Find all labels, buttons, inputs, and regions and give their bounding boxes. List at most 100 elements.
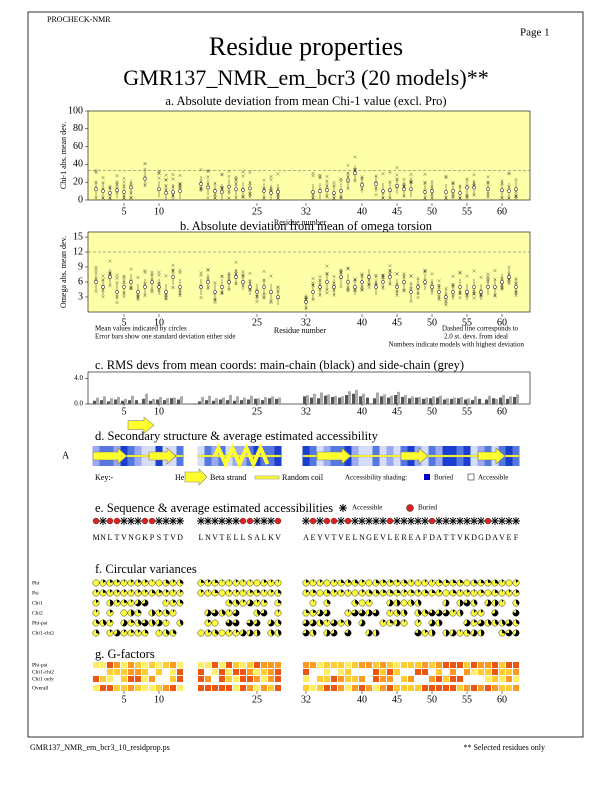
accessible-marker xyxy=(204,517,212,525)
gfactor-cell xyxy=(247,676,253,682)
model-cross xyxy=(241,174,245,178)
variance-wedge xyxy=(117,599,120,603)
residue-letter: F xyxy=(423,533,428,542)
model-cross xyxy=(360,288,364,292)
variance-wedge xyxy=(351,609,359,617)
residue-letter: G xyxy=(366,533,372,542)
rms-bar xyxy=(464,399,467,404)
rms-bar xyxy=(268,398,271,404)
variance-wedge xyxy=(131,599,133,603)
rms-bar xyxy=(362,393,365,404)
gfactor-cell xyxy=(513,669,519,675)
page-number: Page 1 xyxy=(520,27,550,39)
mean-marker xyxy=(206,280,210,284)
variance-wedge xyxy=(152,589,156,594)
x-tick-label: 40 xyxy=(357,406,367,417)
gfactor-cell xyxy=(401,676,407,682)
gfactor-cell xyxy=(324,669,330,675)
variance-wedge xyxy=(348,619,352,626)
y-tick-label: 9 xyxy=(78,261,83,272)
x-axis-label: Residue number xyxy=(274,326,327,335)
gfactor-cell xyxy=(387,669,393,675)
mean-marker xyxy=(220,285,224,289)
model-cross xyxy=(122,274,126,278)
variance-wedge xyxy=(467,629,471,635)
residue-letter: N xyxy=(128,533,134,542)
variance-wedge xyxy=(369,589,373,594)
variance-wedge xyxy=(453,589,457,594)
model-cross xyxy=(199,273,203,277)
key-buried: Buried xyxy=(418,504,438,512)
model-cross xyxy=(332,274,336,279)
x-tick-label: 5 xyxy=(122,406,127,417)
residue-letter: S xyxy=(248,533,252,542)
model-cross xyxy=(248,271,252,275)
variance-wedge xyxy=(131,609,135,617)
variance-wedge xyxy=(236,589,239,593)
rms-bar xyxy=(180,396,183,404)
variance-wedge xyxy=(488,619,492,626)
accessible-marker xyxy=(302,517,310,525)
y-tick-label: 3 xyxy=(78,291,83,302)
variance-wedge xyxy=(341,589,344,593)
variance-wedge xyxy=(159,609,162,613)
mean-marker xyxy=(430,285,434,289)
y-tick-label: 15 xyxy=(73,231,83,242)
model-cross xyxy=(318,176,322,180)
model-cross xyxy=(318,275,322,279)
residue-letter: E xyxy=(227,533,232,542)
model-cross xyxy=(213,281,217,285)
rms-bar xyxy=(341,396,344,404)
gfactor-cell xyxy=(464,669,470,675)
variance-wedge xyxy=(481,629,485,637)
residue-letter: T xyxy=(451,533,456,542)
variance-wedge xyxy=(240,629,247,637)
rms-bar xyxy=(250,395,253,404)
mean-marker xyxy=(108,275,112,279)
variance-wedge xyxy=(467,589,470,593)
x-tick-label: 60 xyxy=(497,206,507,217)
model-cross xyxy=(269,174,273,179)
gfactor-cell xyxy=(317,685,323,691)
rms-bar xyxy=(418,396,421,404)
mean-marker xyxy=(143,285,147,289)
model-cross xyxy=(234,178,238,182)
model-cross xyxy=(325,174,329,179)
rms-bar xyxy=(352,393,355,404)
rms-bar xyxy=(93,400,96,404)
gfactor-cell xyxy=(471,662,477,668)
gfactor-cell xyxy=(478,662,484,668)
mean-marker xyxy=(276,190,280,194)
gfactor-cell xyxy=(128,685,134,691)
variance-wedge xyxy=(395,619,401,627)
variance-wedge xyxy=(271,629,275,636)
accessible-marker xyxy=(407,517,415,525)
gfactor-cell xyxy=(387,676,393,682)
rms-bar xyxy=(107,401,110,404)
variance-wedge xyxy=(180,599,184,604)
plot-area xyxy=(87,110,531,201)
y-tick-label: 0.0 xyxy=(74,400,83,408)
residue-letter: K xyxy=(268,533,274,542)
gfactor-cell xyxy=(394,685,400,691)
mean-marker xyxy=(360,183,364,187)
model-cross xyxy=(220,274,224,279)
gfactor-cell xyxy=(205,685,211,691)
mean-marker xyxy=(353,285,357,289)
y-tick-label: 40 xyxy=(73,159,83,170)
model-cross xyxy=(234,177,238,181)
mean-marker xyxy=(199,182,203,186)
variance-wedge xyxy=(103,619,107,626)
variance-wedge xyxy=(313,599,314,603)
variance-wedge xyxy=(425,589,429,594)
mean-marker xyxy=(493,285,497,289)
rms-bar xyxy=(201,396,204,404)
variance-wedge xyxy=(117,579,120,583)
model-cross xyxy=(409,299,413,303)
variance-wedge xyxy=(478,619,485,627)
y-axis-label: Omega abs. mean dev. xyxy=(59,236,68,308)
model-cross xyxy=(157,171,161,176)
gfactor-cell xyxy=(121,685,127,691)
gfactor-cell xyxy=(352,676,358,682)
accessible-marker xyxy=(463,517,471,525)
